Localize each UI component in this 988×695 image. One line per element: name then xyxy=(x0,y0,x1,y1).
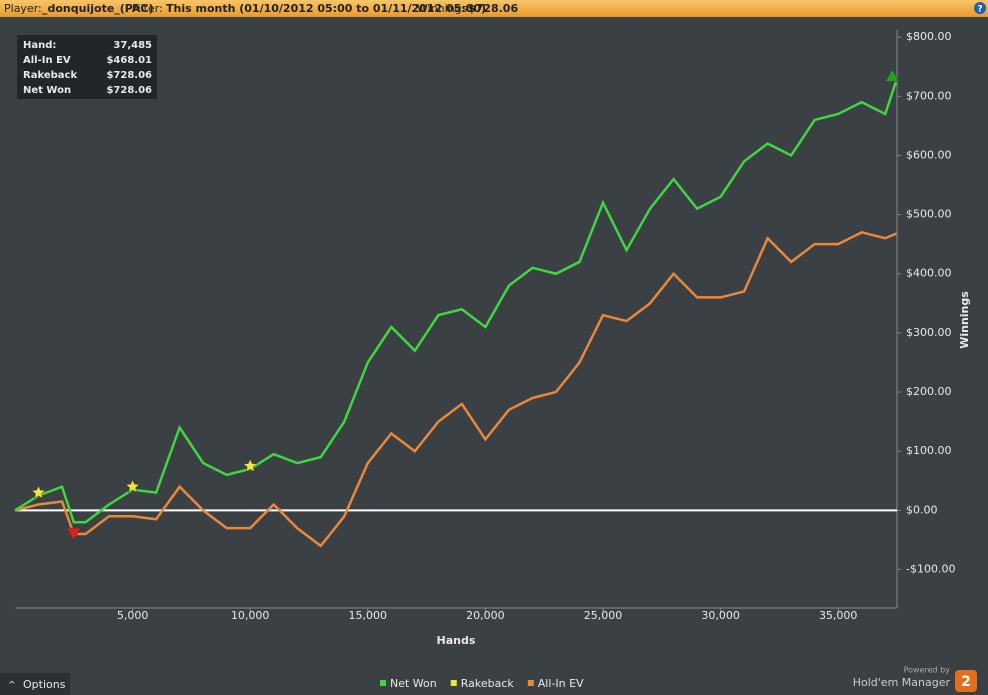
help-button[interactable] xyxy=(974,2,986,14)
y-tick-label: $800.00 xyxy=(906,30,952,43)
y-tick-label: $400.00 xyxy=(906,267,952,280)
header-label: Winnings: xyxy=(417,2,471,15)
summary-value: 37,485 xyxy=(113,40,152,51)
x-tick-label: 15,000 xyxy=(349,609,388,622)
legend-label: Net Won xyxy=(390,677,437,690)
legend-label: Rakeback xyxy=(461,677,515,690)
legend-label: All-In EV xyxy=(538,677,584,690)
series-line xyxy=(14,231,898,548)
options-label: Options xyxy=(23,678,66,691)
brand-version: 2 xyxy=(961,674,971,690)
y-tick-label: $0.00 xyxy=(906,503,938,516)
y-tick-label: $300.00 xyxy=(906,326,952,339)
x-tick-label: 30,000 xyxy=(701,609,740,622)
winnings: $728.06 xyxy=(468,2,518,15)
y-tick-label: $600.00 xyxy=(906,148,952,161)
legend-swatch xyxy=(527,680,534,686)
marker xyxy=(66,527,82,541)
brand: Hold'em Manager xyxy=(853,676,951,689)
y-tick-label: $200.00 xyxy=(906,385,952,398)
help-icon: ? xyxy=(977,5,982,15)
brand-logo xyxy=(955,670,977,692)
marker xyxy=(125,479,140,493)
powered-by: Powered by xyxy=(904,666,951,675)
summary-label: Net Won xyxy=(23,85,71,96)
summary-box xyxy=(17,35,157,99)
summary-label: All-In EV xyxy=(23,55,71,66)
header-label: Player: xyxy=(4,2,42,15)
header-bar xyxy=(0,0,988,17)
x-axis-title: Hands xyxy=(437,634,476,647)
marker xyxy=(884,69,900,82)
legend-swatch xyxy=(380,680,386,686)
summary-value: $728.06 xyxy=(106,85,152,96)
legend-swatch xyxy=(450,680,457,686)
player: _donquijote_(PAC) xyxy=(42,2,153,15)
summary-label: Hand: xyxy=(23,40,56,51)
summary-label: Rakeback xyxy=(23,70,77,81)
summary-value: $728.06 xyxy=(106,70,152,81)
x-tick-label: 20,000 xyxy=(466,609,505,622)
marker xyxy=(242,458,258,473)
y-tick-label: $500.00 xyxy=(906,208,952,221)
series-line xyxy=(14,79,898,524)
y-tick-label: -$100.00 xyxy=(906,563,955,576)
x-tick-label: 5,000 xyxy=(117,609,149,622)
y-tick-label: $100.00 xyxy=(906,444,952,457)
x-tick-label: 10,000 xyxy=(231,609,270,622)
filter: This month (01/10/2012 05:00 to 01/11/20… xyxy=(166,2,486,15)
options-icon: ^ xyxy=(8,681,16,691)
header-label: Filter: xyxy=(132,2,163,15)
x-tick-label: 35,000 xyxy=(819,609,858,622)
y-axis-title: Winnings xyxy=(958,291,971,349)
y-tick-label: $700.00 xyxy=(906,89,952,102)
options-button[interactable] xyxy=(0,673,70,695)
x-tick-label: 25,000 xyxy=(584,609,623,622)
marker xyxy=(31,484,46,499)
summary-value: $468.01 xyxy=(106,55,152,66)
